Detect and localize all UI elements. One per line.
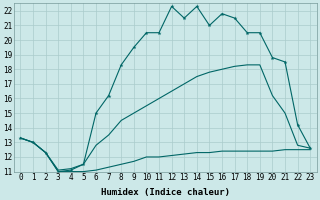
X-axis label: Humidex (Indice chaleur): Humidex (Indice chaleur) <box>101 188 230 197</box>
